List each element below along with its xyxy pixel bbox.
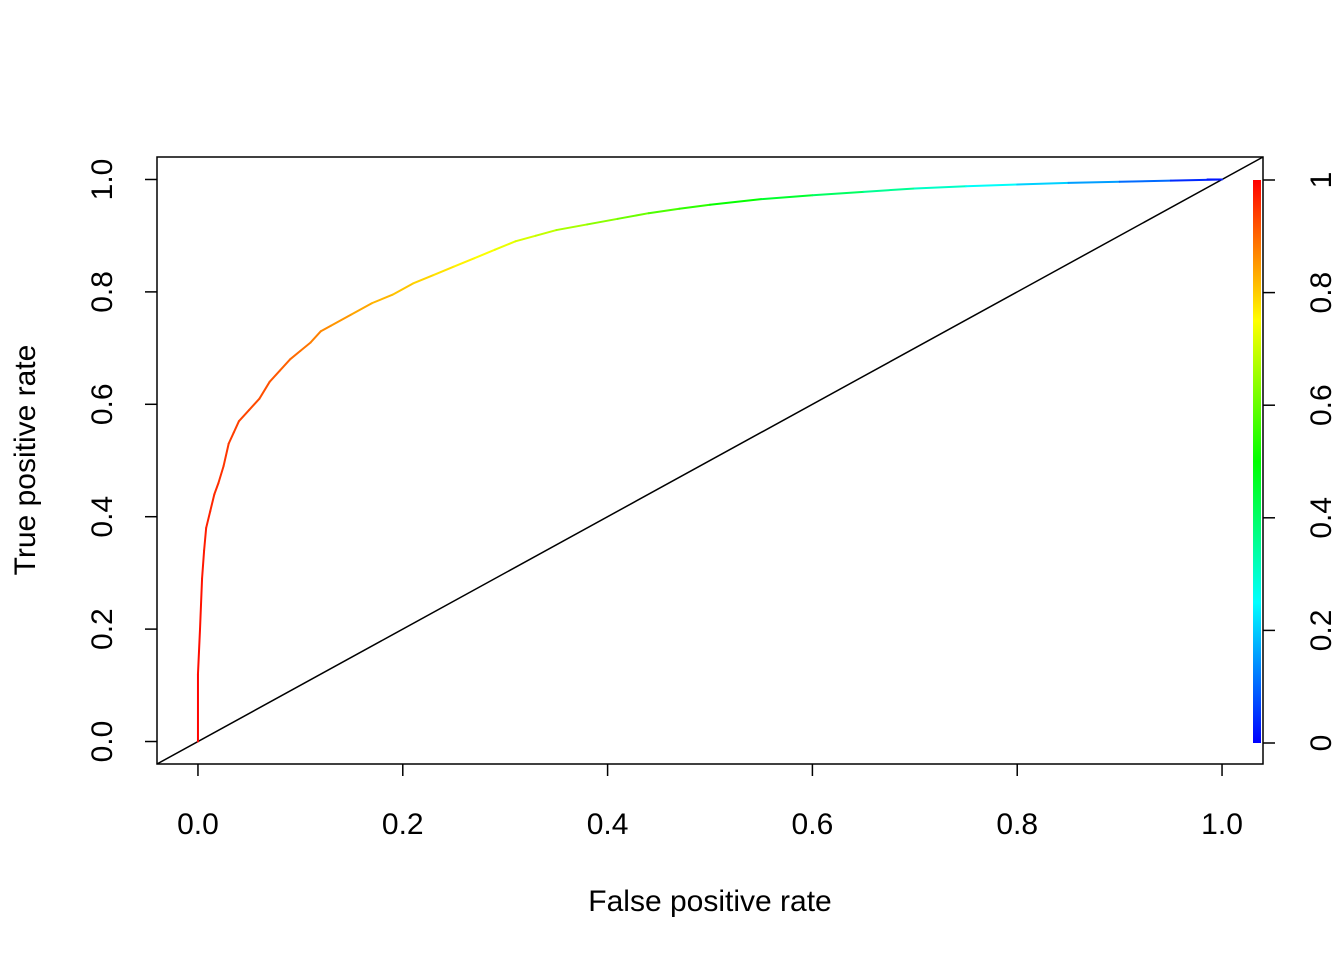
roc-segment xyxy=(514,234,537,243)
y-tick-label-1: 0.2 xyxy=(86,608,119,650)
roc-segment xyxy=(213,481,220,496)
roc-segment xyxy=(811,190,865,197)
colorbar-tick-label-1: 0.2 xyxy=(1305,610,1338,652)
roc-segment xyxy=(319,324,333,333)
roc-segment xyxy=(965,183,1019,188)
roc-segment xyxy=(913,185,968,190)
colorbar xyxy=(1253,180,1261,743)
y-tick-label-2: 0.4 xyxy=(86,496,119,538)
roc-segment xyxy=(196,628,202,676)
y-axis: 0.0 0.2 0.4 0.6 0.8 1.0 xyxy=(86,159,157,763)
roc-segment xyxy=(248,397,261,411)
roc-segment xyxy=(473,248,496,260)
roc-segment xyxy=(371,293,394,305)
roc-segment xyxy=(268,369,281,383)
y-tick-label-4: 0.8 xyxy=(86,271,119,313)
roc-segment xyxy=(299,341,312,352)
roc-segment xyxy=(237,408,251,423)
colorbar-tick-label-5: 1 xyxy=(1305,172,1338,189)
x-tick-label-2: 0.4 xyxy=(587,808,629,841)
x-tick-label-1: 0.2 xyxy=(382,808,424,841)
x-axis-label: False positive rate xyxy=(588,885,831,918)
roc-segment xyxy=(330,313,353,327)
roc-segment xyxy=(232,420,240,434)
roc-segment xyxy=(1118,179,1172,183)
roc-segment xyxy=(201,549,206,580)
roc-segment xyxy=(862,187,916,193)
roc-segment xyxy=(534,229,558,237)
roc-segment xyxy=(203,526,208,552)
reference-diagonal-line xyxy=(156,156,1264,765)
roc-segment xyxy=(616,212,650,220)
roc-segment xyxy=(309,330,322,344)
y-tick-label-0: 0.0 xyxy=(86,721,119,763)
roc-segment xyxy=(1016,181,1070,186)
y-tick-label-5: 1.0 xyxy=(86,159,119,201)
roc-segment xyxy=(391,282,415,296)
x-tick-label-3: 0.6 xyxy=(792,808,834,841)
x-tick-label-0: 0.0 xyxy=(177,808,219,841)
roc-curve xyxy=(196,178,1224,743)
roc-segment xyxy=(647,207,681,215)
roc-segment xyxy=(217,465,225,484)
roc-segment xyxy=(412,274,435,285)
roc-segment xyxy=(760,194,814,201)
roc-segment xyxy=(452,257,476,268)
roc-segment xyxy=(555,223,589,232)
colorbar-tick-label-0: 0 xyxy=(1305,735,1338,752)
y-tick-label-3: 0.6 xyxy=(86,383,119,425)
roc-segment xyxy=(289,349,302,361)
colorbar-axis: 0 0.2 0.4 0.6 0.8 1 xyxy=(1263,172,1338,752)
roc-segment xyxy=(258,380,271,400)
roc-segment xyxy=(350,302,374,316)
roc-segment xyxy=(227,431,235,445)
roc-segment xyxy=(586,217,619,226)
roc-segment xyxy=(432,265,455,277)
x-axis: 0.0 0.2 0.4 0.6 0.8 1.0 xyxy=(177,764,1243,841)
roc-segment xyxy=(278,358,292,372)
roc-segment xyxy=(209,493,216,513)
roc-segment xyxy=(222,442,230,468)
y-axis-label: True positive rate xyxy=(9,345,42,576)
roc-segment xyxy=(205,510,212,529)
colorbar-tick-label-4: 0.8 xyxy=(1305,272,1338,314)
roc-segment xyxy=(678,203,711,210)
roc-segment xyxy=(199,577,204,631)
plot-frame xyxy=(156,156,1264,765)
colorbar-tick-label-2: 0.4 xyxy=(1305,497,1338,539)
roc-segment xyxy=(1067,180,1121,184)
roc-segment xyxy=(493,240,517,251)
roc-segment xyxy=(709,198,763,206)
x-tick-label-5: 1.0 xyxy=(1201,808,1243,841)
colorbar-tick-label-3: 0.6 xyxy=(1305,384,1338,426)
x-tick-label-4: 0.8 xyxy=(996,808,1038,841)
reference-line-group xyxy=(156,156,1264,765)
